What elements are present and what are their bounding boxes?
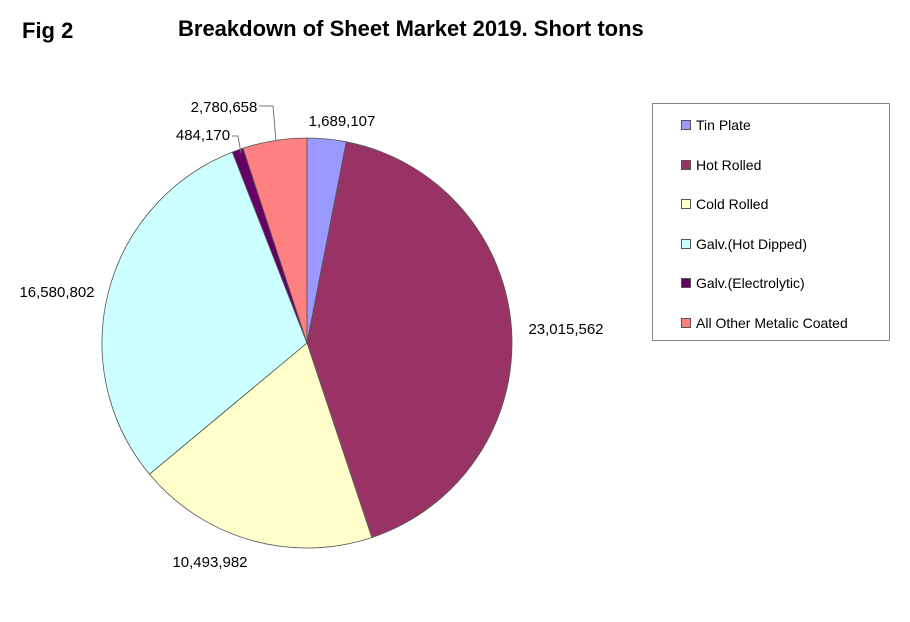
legend-item: Galv.(Electrolytic) <box>681 275 805 291</box>
data-label-2: 10,493,982 <box>172 554 247 571</box>
figure-label: Fig 2 <box>22 18 74 43</box>
data-label-4: 484,170 <box>176 127 230 144</box>
pie-slice-5 <box>242 137 308 344</box>
data-label-1: 23,015,562 <box>528 321 603 338</box>
legend-swatch <box>681 159 691 170</box>
legend-swatch <box>681 278 691 288</box>
legend-label: Hot Rolled <box>696 156 762 173</box>
data-label-3: 16,580,802 <box>19 284 94 301</box>
pie-slice-2 <box>148 342 373 549</box>
pie-slice-1 <box>306 141 513 538</box>
legend-label: Galv.(Hot Dipped) <box>696 235 808 252</box>
legend-item: Hot Rolled <box>681 157 761 173</box>
leader-line-0 <box>232 135 242 154</box>
data-label-5: 2,780,658 <box>191 99 258 116</box>
legend-swatch <box>681 120 691 130</box>
legend-swatch <box>681 317 691 328</box>
legend-item: Tin Plate <box>681 117 751 133</box>
legend: Tin Plate Hot Rolled Cold Rolled Galv.(Hot … <box>652 103 890 341</box>
data-label-0: 1,689,107 <box>309 113 376 130</box>
pie-slice-3 <box>101 151 308 475</box>
legend-swatch <box>681 238 691 249</box>
legend-label: Cold Rolled <box>696 196 769 212</box>
legend-item: Galv.(Hot Dipped) <box>681 236 807 252</box>
legend-label: All Other Metalic Coated <box>696 314 848 331</box>
legend-label: Galv.(Electrolytic) <box>696 275 805 291</box>
legend-item: Cold Rolled <box>681 196 768 212</box>
chart-title: Breakdown of Sheet Market 2019. Short to… <box>178 16 644 41</box>
legend-swatch <box>681 199 691 209</box>
legend-item: All Other Metalic Coated <box>681 315 848 331</box>
legend-label: Tin Plate <box>696 117 751 133</box>
leader-line-1 <box>259 105 277 142</box>
